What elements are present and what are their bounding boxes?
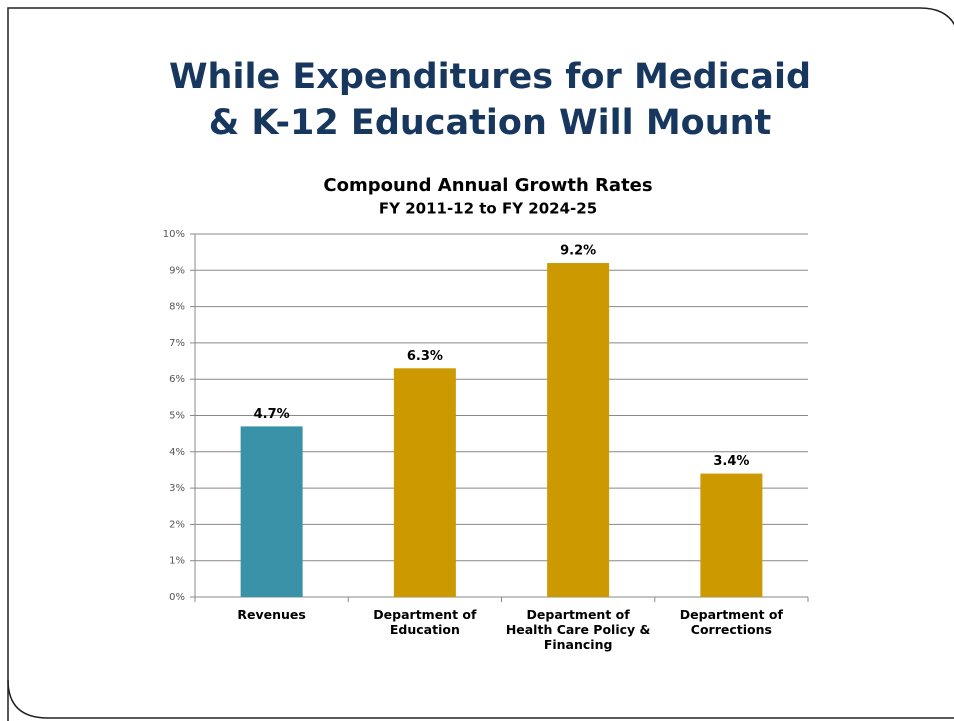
- y-tick-label: 7%: [169, 338, 185, 349]
- slide-frame: [7, 679, 954, 719]
- slide-title: & K-12 Education Will Mount: [209, 103, 772, 143]
- y-tick-label: 0%: [169, 592, 185, 603]
- x-tick-label: Department of Education: [373, 607, 477, 637]
- y-tick-label: 6%: [169, 374, 185, 385]
- y-tick-label: 2%: [169, 519, 185, 530]
- bar: [700, 473, 763, 597]
- y-tick-label: 1%: [169, 556, 185, 567]
- x-tick-label: Department of Health Care Policy & Finan…: [505, 607, 651, 652]
- bar: [240, 426, 303, 597]
- bar: [547, 263, 610, 597]
- slide-frame: [7, 7, 954, 721]
- y-tick-label: 8%: [169, 302, 185, 313]
- y-tick-label: 3%: [169, 483, 185, 494]
- y-tick-label: 5%: [169, 411, 185, 422]
- chart-subtitle: FY 2011-12 to FY 2024-25: [379, 200, 597, 218]
- value-label: 3.4%: [713, 454, 749, 469]
- bar: [393, 368, 456, 597]
- y-tick-label: 10%: [163, 229, 185, 240]
- value-label: 6.3%: [407, 349, 443, 364]
- y-tick-label: 4%: [169, 447, 185, 458]
- value-label: 4.7%: [254, 407, 290, 422]
- slide-title: While Expenditures for Medicaid: [169, 57, 811, 97]
- x-tick-label: Revenues: [237, 607, 306, 622]
- value-label: 9.2%: [560, 244, 596, 259]
- x-tick-label: Department of Corrections: [679, 607, 783, 637]
- y-tick-label: 9%: [169, 265, 185, 276]
- chart-title: Compound Annual Growth Rates: [323, 175, 652, 196]
